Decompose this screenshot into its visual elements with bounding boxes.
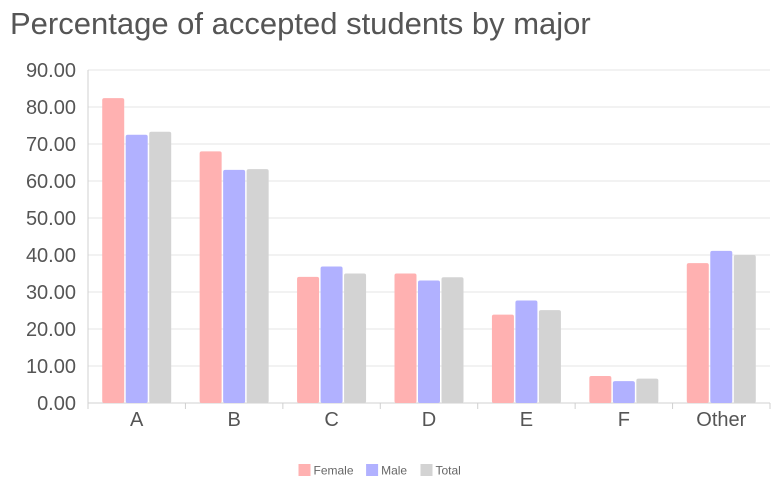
x-tick-label: C [324,409,338,431]
y-tick-label: 10.00 [26,356,76,378]
y-tick-label: 90.00 [26,60,76,82]
x-tick-label: B [227,409,240,431]
y-tick-label: 20.00 [26,319,76,341]
x-tick-label: E [520,409,533,431]
legend-label: Male [381,464,407,478]
bar-female-d[interactable] [394,273,417,404]
legend-item-female[interactable]: Female [298,464,354,478]
y-tick-label: 30.00 [26,282,76,304]
bar-total-d[interactable] [441,277,464,403]
bar-female-a[interactable] [102,98,125,404]
x-tick-label: D [422,409,436,431]
bar-total-a[interactable] [149,131,172,404]
x-axis-ticks: A B C D E F Other [130,409,747,431]
bar-female-other[interactable] [686,263,709,403]
bar-male-c[interactable] [320,266,343,403]
legend-swatch [420,464,433,476]
legend-item-total[interactable]: Total [420,464,461,478]
bar-total-b[interactable] [246,169,269,403]
x-tick-label: F [618,409,630,431]
legend-item-male[interactable]: Male [366,464,407,478]
x-tick-label: Other [696,409,746,431]
bar-female-e[interactable] [491,314,514,403]
y-tick-label: 0.00 [37,393,76,415]
bar-male-b[interactable] [223,169,246,403]
bar-male-e[interactable] [515,300,538,403]
legend-label: Total [436,464,461,478]
y-axis-ticks: 0.00 10.00 20.00 30.00 40.00 50.00 60.00 70.00 8… [26,60,76,415]
bars [102,98,756,404]
bar-male-d[interactable] [418,280,440,403]
y-tick-label: 60.00 [26,171,76,193]
y-tick-label: 40.00 [26,245,76,267]
y-tick-label: 70.00 [26,134,76,156]
bar-total-c[interactable] [344,273,367,404]
bar-male-other[interactable] [710,250,733,403]
legend-label: Female [314,464,354,478]
bar-male-f[interactable] [612,381,635,403]
bar-male-a[interactable] [125,134,148,403]
y-tick-label: 80.00 [26,97,76,119]
legend-swatch [298,464,311,476]
bar-total-f[interactable] [636,378,659,403]
chart-title: Percentage of accepted students by major [10,6,591,41]
legend[interactable]: Female Male Total [298,464,461,478]
bar-female-c[interactable] [297,276,320,403]
bar-total-other[interactable] [733,255,756,403]
bar-female-f[interactable] [589,375,612,403]
y-tick-label: 50.00 [26,208,76,230]
bar-female-b[interactable] [199,151,222,403]
legend-swatch [366,464,379,476]
x-tick-label: A [130,409,144,431]
bar-total-e[interactable] [538,310,561,403]
